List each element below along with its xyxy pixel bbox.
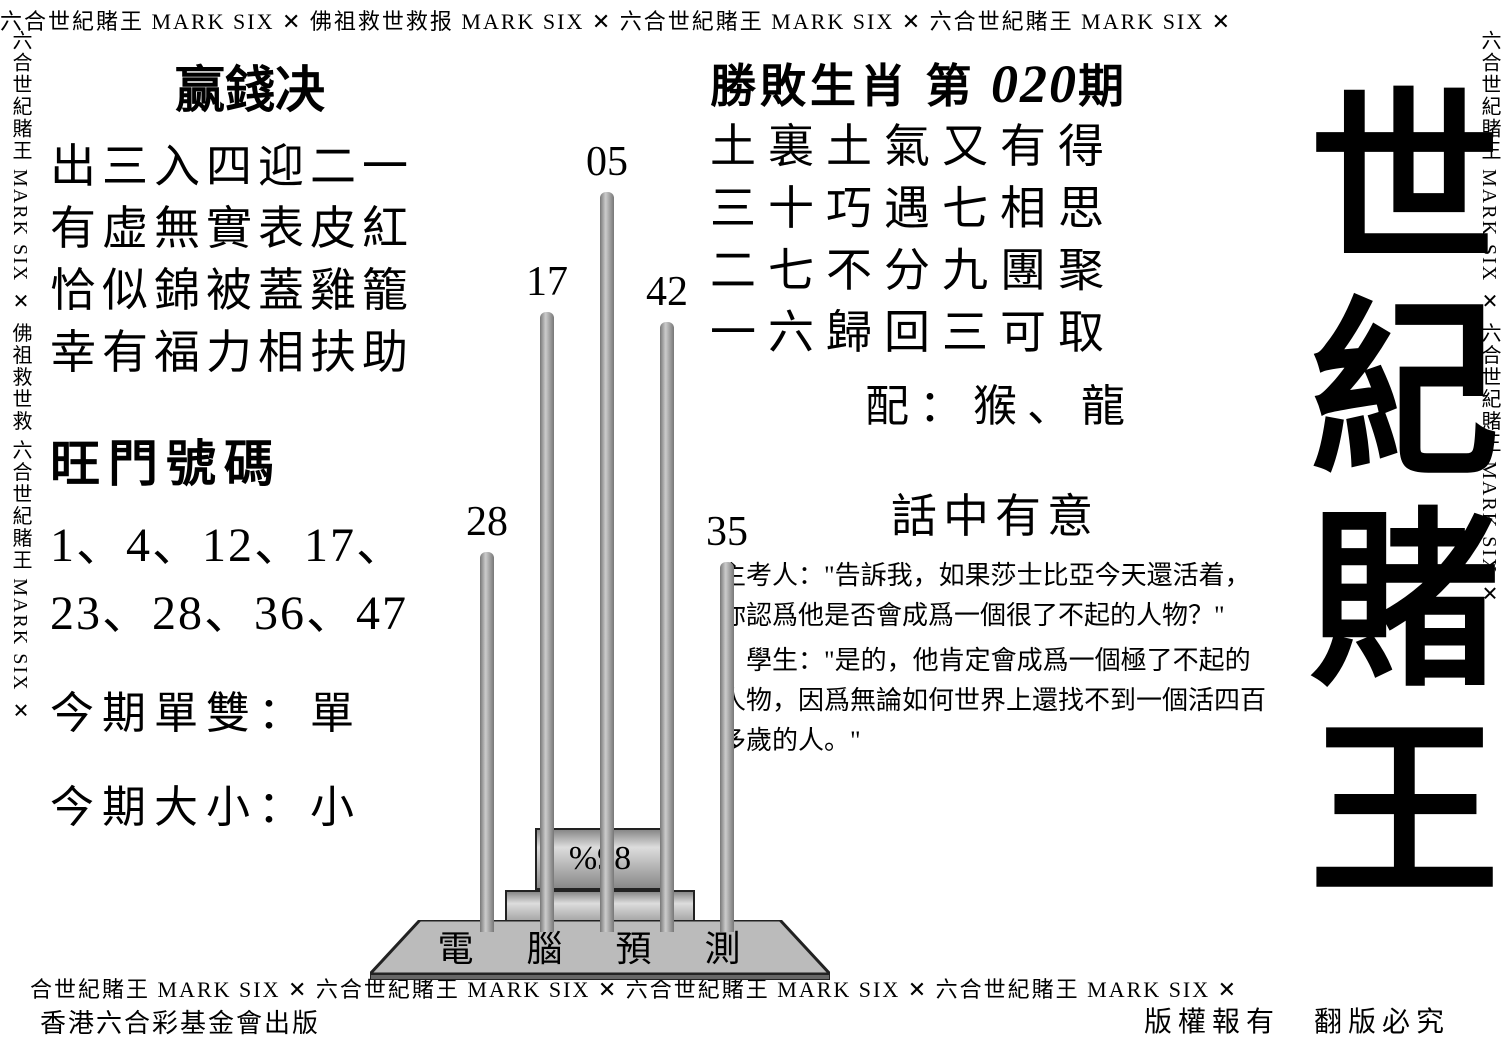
lucky-numbers: 1、4、12、17、23、28、36、47 [50, 512, 450, 646]
footer-publisher: 香港六合彩基金會出版 [40, 1003, 320, 1040]
odd-even-value: 單 [310, 689, 362, 738]
story-title: 話中有意 [720, 480, 1270, 546]
left-poem-title: 赢錢决 [50, 50, 450, 122]
bar-28 [480, 552, 494, 932]
big-vertical-title: 世紀賭王 [1290, 80, 1480, 920]
bar-label-42: 42 [637, 268, 697, 316]
odd-even-row: 今期單雙：單 [50, 677, 450, 741]
bar-35 [720, 562, 734, 932]
left-column: 赢錢决 出三入四迎二一 有虚無實表皮紅 恰似錦被蓋雞籠 幸有福力相扶助 旺門號碼… [50, 50, 450, 835]
bar-label-35: 35 [697, 508, 757, 556]
story-block: 話中有意 主考人："告訴我，如果莎士比亞今天還活着，你認爲他是否會成爲一個很了不… [720, 480, 1270, 765]
border-top: 六合世紀賭王 MARK SIX ✕ 佛祖救世救报 MARK SIX ✕ 六合世紀… [0, 4, 1510, 36]
footer-copyright: 版權報有 翻版必究 [1144, 1000, 1450, 1040]
bar-42 [660, 322, 674, 932]
lucky-numbers-title: 旺門號碼 [50, 424, 450, 496]
issue-number: 020 [991, 54, 1078, 114]
bar-05 [600, 192, 614, 932]
left-poem-line-3: 恰似錦被蓋雞籠 [50, 260, 450, 322]
left-poem-line-2: 有虚無實表皮紅 [50, 198, 450, 260]
border-left: 六合世紀賭王 MARK SIX ✕ 佛祖救世救 六合世紀賭王 MARK SIX … [6, 30, 35, 990]
left-poem-line-4: 幸有福力相扶助 [50, 322, 450, 384]
big-small-label: 今期大小： [50, 783, 310, 832]
issue-suffix: 期 [1078, 61, 1128, 112]
prediction-chart: %98 電 腦 預 測 2817054235 [400, 80, 800, 980]
big-small-row: 今期大小：小 [50, 771, 450, 835]
story-p1: 主考人："告訴我，如果莎士比亞今天還活着，你認爲他是否會成爲一個很了不起的人物？… [720, 556, 1270, 637]
issue-label: 第 [926, 61, 976, 112]
story-text: 主考人："告訴我，如果莎士比亞今天還活着，你認爲他是否會成爲一個很了不起的人物？… [720, 556, 1270, 761]
story-p2: 學生："是的，他肯定會成爲一個極了不起的人物，因爲無論如何世界上還找不到一個活四… [720, 641, 1270, 762]
bar-label-28: 28 [457, 498, 517, 546]
bar-label-17: 17 [517, 258, 577, 306]
left-poem-line-1: 出三入四迎二一 [50, 136, 450, 198]
big-small-value: 小 [310, 783, 362, 832]
bar-label-05: 05 [577, 138, 637, 186]
odd-even-label: 今期單雙： [50, 689, 310, 738]
bar-17 [540, 312, 554, 932]
